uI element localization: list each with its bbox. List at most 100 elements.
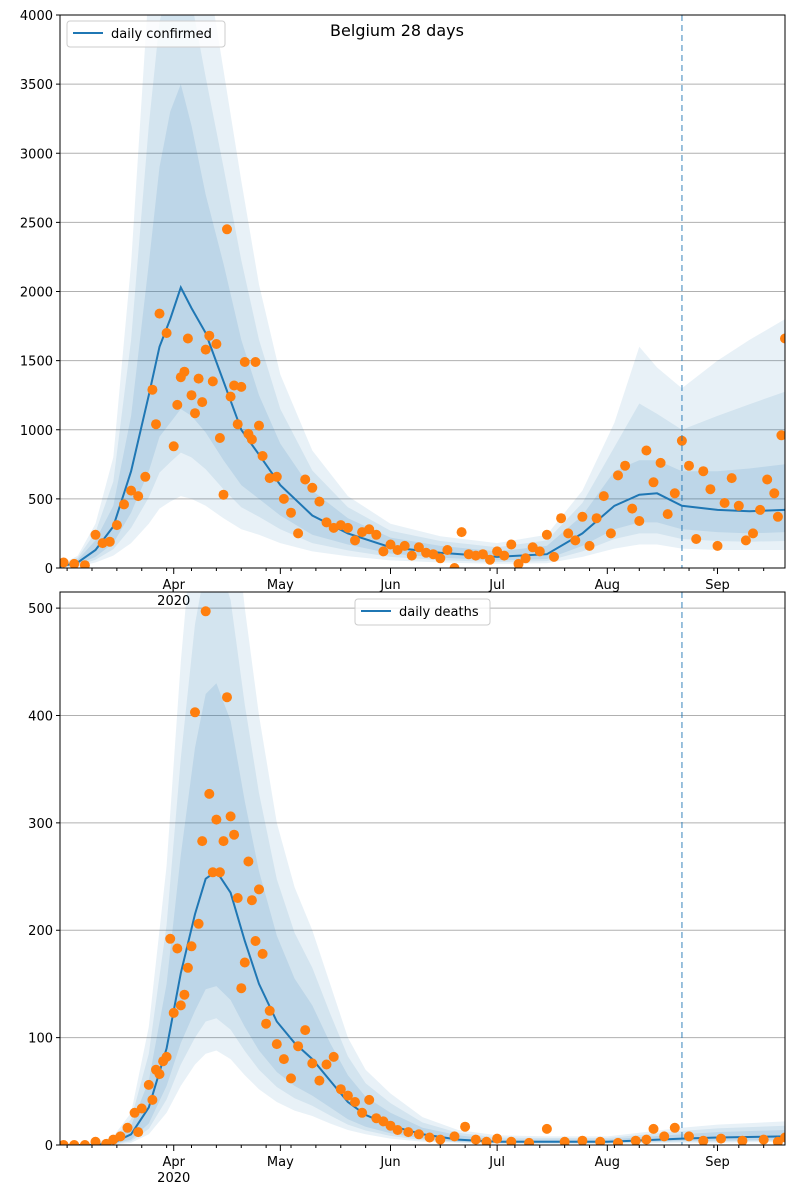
observed-point <box>151 419 161 430</box>
y-axis: 0 100 200 300 400 500 <box>28 602 60 1154</box>
observed-point <box>175 1000 186 1011</box>
observed-point <box>335 1084 346 1095</box>
observed-point <box>705 484 716 495</box>
observed-point <box>182 962 193 973</box>
plot-frame <box>59 591 786 1146</box>
observed-point <box>122 1122 133 1133</box>
x-tick-label: Jun <box>379 578 400 593</box>
y-tick-label: 400 <box>28 709 53 724</box>
observed-point <box>648 1123 659 1134</box>
observed-point <box>250 936 261 946</box>
observed-point <box>534 546 545 557</box>
observed-point <box>278 1054 289 1065</box>
gridlines <box>60 607 785 1146</box>
observed-point <box>197 397 208 408</box>
observed-point <box>214 867 225 878</box>
observed-point <box>211 339 222 349</box>
observed-point <box>60 1140 69 1145</box>
observed-point <box>477 549 488 560</box>
observed-point <box>222 224 232 235</box>
observed-point <box>271 1039 282 1050</box>
observed-point <box>204 330 215 341</box>
observed-point <box>577 1135 588 1145</box>
observed-point <box>758 1134 769 1145</box>
y-tick-label: 500 <box>28 493 53 508</box>
chart-title: Belgium 28 days <box>330 21 464 40</box>
observed-point <box>161 1051 172 1062</box>
observed-point <box>669 488 680 499</box>
y-tick-label: 1000 <box>20 424 53 439</box>
observed-point <box>207 867 218 878</box>
legend: daily deaths <box>354 598 491 626</box>
observed-point <box>435 553 446 564</box>
observed-point <box>300 474 311 485</box>
observed-point <box>641 445 652 456</box>
observed-point <box>776 430 785 441</box>
observed-point <box>236 983 247 994</box>
series-line-daily-confirmed <box>60 284 785 568</box>
observed-point <box>371 529 382 540</box>
observed-point <box>200 344 211 355</box>
observed-point <box>748 528 758 539</box>
observed-point <box>485 554 495 565</box>
observed-point <box>506 539 517 550</box>
observed-point <box>364 524 375 535</box>
observed-point <box>307 1058 318 1069</box>
observed-point <box>719 498 730 508</box>
observed-point <box>250 357 261 367</box>
observed-point <box>634 516 645 526</box>
legend-label-daily-deaths: daily deaths <box>399 605 479 620</box>
x-tick-label: Apr <box>162 1155 185 1170</box>
observed-point <box>261 1018 272 1029</box>
observed-point <box>541 1123 552 1134</box>
observed-point <box>60 557 69 568</box>
observed-point <box>712 540 723 551</box>
observed-point <box>168 1007 179 1018</box>
observed-point <box>321 1059 332 1070</box>
observed-point <box>350 535 360 546</box>
y-tick-label: 100 <box>28 1032 53 1047</box>
observed-point <box>780 333 785 344</box>
observed-point <box>570 535 581 546</box>
observed-point <box>513 558 524 568</box>
observed-point <box>211 814 222 825</box>
x-tick-label: Apr <box>162 578 185 593</box>
observed-point <box>563 528 574 539</box>
y-tick-label: 4000 <box>20 9 53 24</box>
observed-point <box>762 474 773 485</box>
observed-point <box>179 366 190 377</box>
observed-point <box>154 1069 165 1080</box>
uncertainty-bands <box>60 15 785 568</box>
observed-point <box>605 528 616 539</box>
observed-point <box>200 606 211 617</box>
observed-point <box>254 420 264 431</box>
observed-point <box>154 308 165 319</box>
observed-point <box>186 941 197 952</box>
x-tick-label: May <box>267 1155 294 1170</box>
observed-point <box>104 536 115 547</box>
observed-point <box>286 1073 296 1084</box>
observed-point <box>413 542 424 553</box>
observed-point <box>190 408 200 419</box>
observed-point <box>172 399 183 410</box>
observed-point <box>236 381 247 392</box>
observed-point <box>300 1025 311 1036</box>
observed-point <box>641 1134 652 1145</box>
x-tick-label: May <box>267 578 294 593</box>
observed-point <box>684 1131 694 1142</box>
observed-point <box>243 856 254 867</box>
observed-point <box>115 1131 126 1142</box>
observed-point <box>218 836 229 847</box>
observed-point <box>559 1136 570 1145</box>
observed-point <box>627 503 638 514</box>
observed-point <box>524 1137 535 1145</box>
observed-point <box>541 529 552 540</box>
observed-point <box>357 1107 368 1118</box>
observed-point <box>780 1132 785 1143</box>
observed-point <box>286 507 296 518</box>
observed-point <box>342 522 353 533</box>
observed-point <box>392 1125 403 1135</box>
observed-point <box>740 535 751 546</box>
